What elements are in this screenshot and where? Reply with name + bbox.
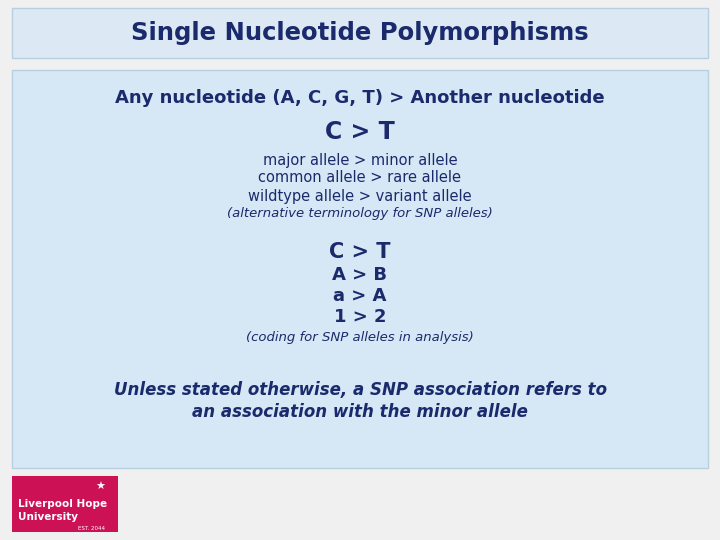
Text: common allele > rare allele: common allele > rare allele [258,171,462,186]
FancyBboxPatch shape [12,8,708,58]
Text: Any nucleotide (A, C, G, T) > Another nucleotide: Any nucleotide (A, C, G, T) > Another nu… [115,89,605,107]
Text: ★: ★ [95,482,105,492]
Text: an association with the minor allele: an association with the minor allele [192,403,528,421]
Text: wildtype allele > variant allele: wildtype allele > variant allele [248,188,472,204]
Text: C > T: C > T [325,120,395,144]
FancyBboxPatch shape [12,476,118,532]
Text: A > B: A > B [333,266,387,284]
Text: Unless stated otherwise, a SNP association refers to: Unless stated otherwise, a SNP associati… [114,381,606,399]
FancyBboxPatch shape [12,70,708,468]
Text: major allele > minor allele: major allele > minor allele [263,152,457,167]
Text: C > T: C > T [329,242,391,262]
Text: (coding for SNP alleles in analysis): (coding for SNP alleles in analysis) [246,332,474,345]
Text: 1 > 2: 1 > 2 [334,308,386,326]
Text: University: University [18,512,78,522]
Text: Single Nucleotide Polymorphisms: Single Nucleotide Polymorphisms [131,21,589,45]
Text: Liverpool Hope: Liverpool Hope [18,499,107,509]
Text: (alternative terminology for SNP alleles): (alternative terminology for SNP alleles… [227,207,493,220]
Text: EST. 2044: EST. 2044 [78,525,105,530]
Text: a > A: a > A [333,287,387,305]
